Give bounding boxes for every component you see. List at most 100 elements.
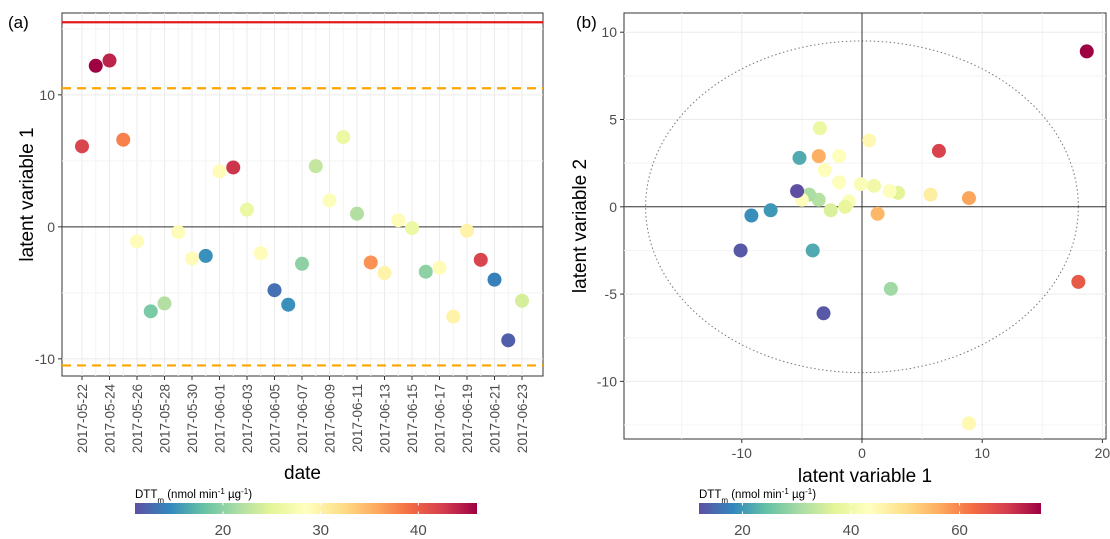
colorbar-b: DTTm (nmol min-1 µg-1)20 40 60 (699, 487, 1041, 539)
panel-a-y-tick-label: -10 (35, 351, 55, 367)
panel-a-data-point (350, 206, 364, 221)
panel-b-data-point (832, 149, 847, 164)
panel-a-data-point (432, 260, 447, 275)
panel-a-data-point (391, 213, 406, 228)
colorbar-a: DTTm (nmol min-1 µg-1)20 30 40 (135, 487, 477, 539)
panel-a-data-point (487, 272, 502, 287)
panel-b-points (733, 44, 1094, 431)
panel-a-data-point (446, 309, 461, 324)
panel-a-x-axis-label: date (284, 463, 321, 484)
panel-b-data-point (812, 121, 827, 136)
panel-b-data-point (823, 203, 838, 218)
panel-b-data-point (923, 187, 938, 202)
panel-b-x-ticks: -10 0 10 20 (732, 439, 1110, 461)
panel-b-data-point (961, 191, 976, 206)
panel-a-data-point (363, 255, 378, 270)
panel-b-data-point (817, 163, 832, 178)
colorbar-b-title-part: m (721, 496, 728, 505)
panel-a-data-point (336, 130, 351, 145)
colorbar-b-title-part: DTT (699, 489, 721, 501)
colorbar-a-tick-label: 30 (312, 522, 329, 539)
panel-b-data-point (805, 243, 820, 258)
panel-a-data-point (473, 252, 488, 267)
panel-a-x-tick-label: 2017-05-28 (158, 384, 173, 453)
colorbar-a-title-part: m (157, 496, 164, 505)
colorbar-a-title-part: ) (248, 489, 252, 501)
panel-b-data-point (838, 199, 853, 214)
panel-a-reference-lines (62, 21, 543, 367)
panel-a-data-point (281, 297, 296, 312)
colorbar-b-title: DTTm (nmol min-1 µg-1) (699, 487, 816, 505)
colorbar-b-title-part: -1 (805, 487, 813, 496)
panel-a-data-point (322, 193, 337, 208)
panel-b-x-tick-label: 0 (858, 445, 866, 461)
panel-a-x-tick-label: 2017-06-15 (405, 384, 420, 453)
panel-a-x-ticks: 2017-05-22 2017-05-24 2017-05-26 2017-05-28… (75, 376, 530, 453)
colorbar-b-tick-label: 60 (951, 522, 968, 539)
panel-a-data-point (198, 248, 213, 263)
colorbar-a-title-part: -1 (218, 487, 226, 496)
panel-b-data-point (961, 416, 976, 431)
panel-a-x-tick-label: 2017-05-26 (130, 384, 145, 453)
panel-b-y-axis-label: latent variable 2 (570, 159, 591, 293)
panel-a-x-tick-label: 2017-06-09 (323, 384, 338, 453)
panel-b-x-tick-label: -10 (732, 445, 752, 461)
panel-b-y-tick-label: 10 (601, 24, 617, 40)
panel-a-data-point (253, 246, 268, 261)
panel-b-y-tick-label: -10 (597, 373, 617, 389)
panel-b-x-tick-label: 20 (1095, 445, 1110, 461)
colorbar-b-title-part: µg (789, 489, 805, 501)
panel-a-data-point (418, 264, 433, 279)
colorbar-a-title-part: -1 (241, 487, 249, 496)
panel-a-x-tick-label: 2017-06-23 (515, 384, 530, 453)
panel-a-x-tick-label: 2017-06-17 (433, 384, 448, 453)
colorbar-b-title-part: (nmol min (728, 489, 782, 501)
panel-a-data-point (116, 132, 131, 147)
panel-b-y-tick-label: 0 (609, 199, 617, 215)
panel-a-y-ticks: -10 0 10 (35, 87, 62, 367)
panel-b-data-point (816, 306, 831, 321)
panel-a-x-tick-label: 2017-06-03 (240, 384, 255, 453)
panel-b: (b) -10 -5 0 5 10 -10 0 10 20 latent variable 2… (570, 12, 1110, 487)
panel-a-x-tick-label: 2017-05-22 (75, 384, 90, 453)
panel-b-data-point (790, 184, 805, 199)
panel-a-data-point (226, 160, 241, 175)
panel-a-data-point (515, 293, 529, 308)
panel-b-axis-lines (624, 13, 1106, 439)
panel-b-data-point (792, 150, 807, 165)
panel-b-x-axis-label: latent variable 1 (798, 466, 932, 487)
panel-a-x-tick-label: 2017-06-11 (350, 384, 365, 452)
panel-a-y-tick-label: 0 (47, 219, 55, 235)
colorbar-b-tick-label: 40 (843, 522, 860, 539)
panel-b-plot-area (623, 12, 1107, 440)
panel-b-data-point (733, 243, 748, 258)
colorbar-a-title-part: DTT (135, 489, 157, 501)
panel-b-label: (b) (576, 13, 597, 32)
colorbar-a-gradient-bar (135, 503, 477, 514)
panel-a-data-point (130, 234, 144, 249)
panel-a-x-tick-label: 2017-05-30 (185, 384, 200, 453)
panel-a-x-tick-label: 2017-06-07 (295, 384, 310, 453)
panel-b-y-tick-label: 5 (609, 112, 617, 128)
panel-b-data-point (862, 133, 877, 148)
panel-b-data-point (931, 143, 946, 158)
panel-a-x-tick-label: 2017-06-19 (460, 384, 475, 453)
colorbar-b-title-part: -1 (782, 487, 790, 496)
panel-a-label: (a) (8, 13, 29, 32)
panel-b-data-point (870, 206, 885, 221)
panel-b-x-tick-label: 10 (974, 445, 990, 461)
panel-b-data-point (763, 203, 778, 218)
panel-b-data-point (853, 177, 868, 192)
panel-a-x-tick-label: 2017-06-01 (213, 384, 228, 453)
panel-a-data-point (267, 283, 282, 298)
colorbar-a-tick-label: 40 (410, 522, 427, 539)
panel-b-y-ticks: -10 -5 0 5 10 (597, 24, 624, 389)
panel-b-data-point (882, 184, 897, 199)
panel-a-data-point (88, 58, 103, 73)
panel-a-x-tick-label: 2017-06-13 (378, 384, 393, 453)
panel-a-x-tick-label: 2017-05-24 (103, 384, 118, 454)
colorbar-b-title-part: ) (812, 489, 816, 501)
panel-a-data-point (240, 202, 254, 217)
